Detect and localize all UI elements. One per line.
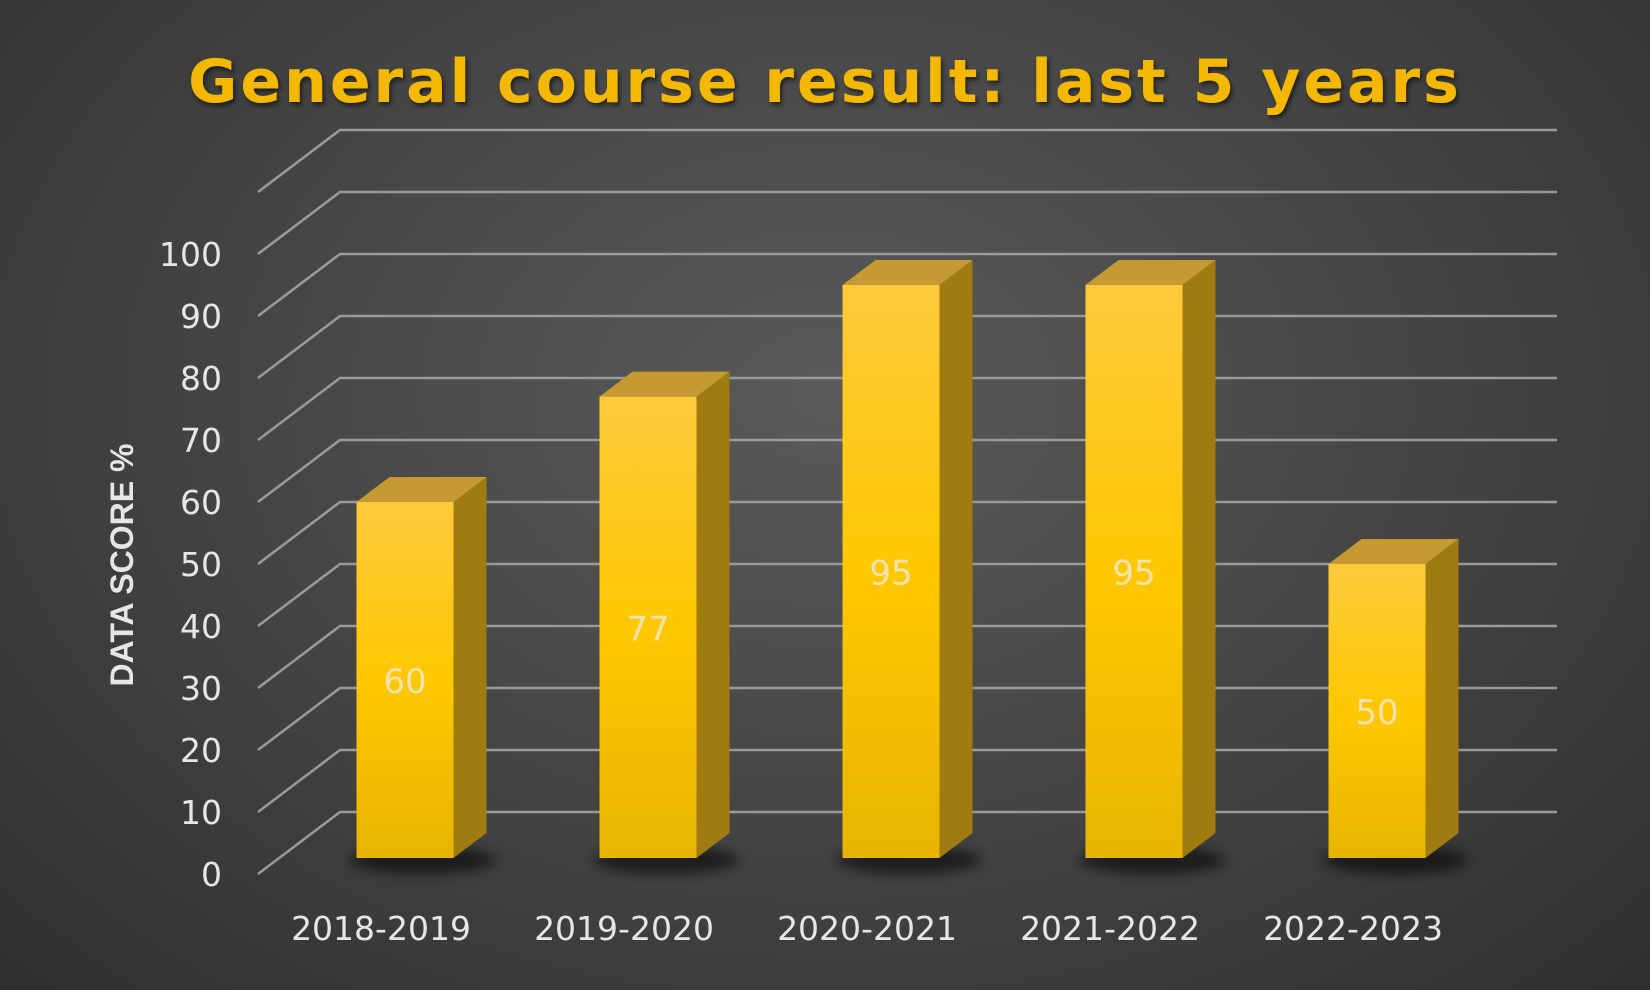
gridline bbox=[257, 190, 1557, 255]
bar-top bbox=[1085, 260, 1216, 285]
chart-title: General course result: last 5 years bbox=[188, 47, 1462, 117]
y-tick-label: 80 bbox=[180, 359, 222, 398]
bar-side bbox=[1182, 260, 1216, 858]
y-tick-label: 30 bbox=[180, 669, 222, 708]
gridline-top bbox=[257, 128, 1557, 193]
x-tick-label: 2022-2023 bbox=[1263, 909, 1443, 948]
bar-top bbox=[599, 371, 730, 397]
y-tick-label: 40 bbox=[180, 607, 222, 646]
data-label: 95 bbox=[1112, 554, 1155, 594]
bar-side bbox=[1425, 539, 1459, 858]
x-tick-label: 2018-2019 bbox=[291, 909, 471, 948]
y-tick-label: 90 bbox=[180, 297, 222, 336]
y-axis-label: DATA SCORE % bbox=[104, 444, 140, 687]
y-tick-label: 60 bbox=[180, 483, 222, 522]
bar-side bbox=[939, 260, 973, 858]
gridlines bbox=[257, 128, 1557, 875]
bar bbox=[1328, 564, 1426, 858]
y-tick-label: 0 bbox=[201, 855, 222, 894]
bar bbox=[1085, 285, 1183, 858]
bar-group: 60 bbox=[350, 477, 496, 874]
bar-group: 95 bbox=[836, 260, 982, 874]
y-tick-label: 100 bbox=[159, 235, 222, 274]
bar-group: 77 bbox=[593, 371, 739, 874]
x-axis-ticks: 2018-2019 2019-2020 2020-2021 2021-2022 2022… bbox=[291, 909, 1443, 948]
bar-top bbox=[1328, 539, 1459, 564]
bar-top bbox=[842, 260, 973, 285]
x-tick-label: 2020-2021 bbox=[777, 909, 957, 948]
bar-group: 50 bbox=[1322, 539, 1468, 874]
y-tick-label: 10 bbox=[180, 793, 222, 832]
x-tick-label: 2019-2020 bbox=[534, 909, 714, 948]
bar bbox=[356, 502, 454, 858]
data-label: 77 bbox=[626, 609, 669, 649]
bar bbox=[599, 396, 697, 858]
bar bbox=[842, 285, 940, 858]
y-axis-ticks: 0 10 20 30 40 50 60 70 80 90 100 bbox=[159, 235, 222, 894]
data-label: 95 bbox=[869, 554, 912, 594]
x-tick-label: 2021-2022 bbox=[1020, 909, 1200, 948]
bar-top bbox=[356, 477, 487, 502]
y-tick-label: 50 bbox=[180, 545, 222, 584]
bars: 60 77 95 95 50 bbox=[350, 260, 1468, 874]
data-label: 60 bbox=[383, 662, 426, 702]
bar-side bbox=[696, 371, 730, 858]
gridline bbox=[257, 252, 1557, 317]
bar-group: 95 bbox=[1079, 260, 1225, 874]
y-tick-label: 70 bbox=[180, 421, 222, 460]
y-tick-label: 20 bbox=[180, 731, 222, 770]
bar-side bbox=[453, 477, 487, 858]
data-label: 50 bbox=[1355, 693, 1398, 733]
